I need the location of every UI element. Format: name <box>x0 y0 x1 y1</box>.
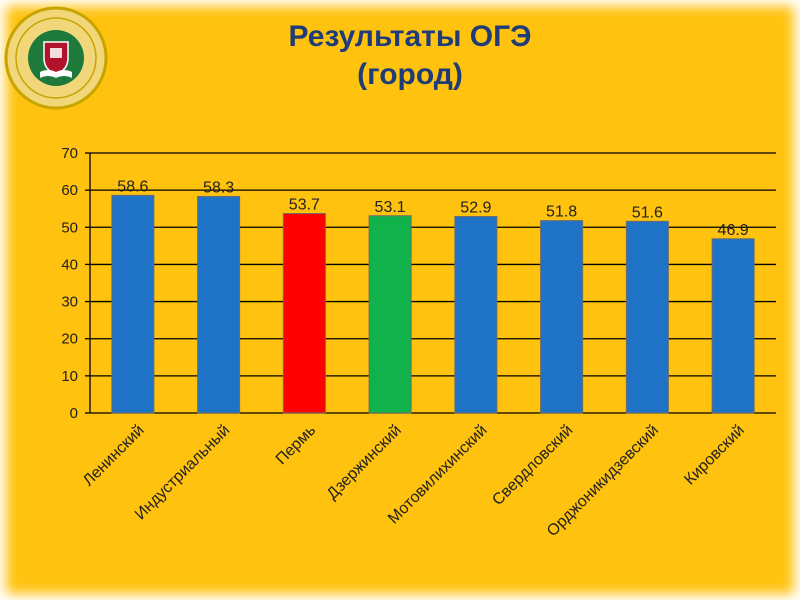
bar-6 <box>540 220 584 414</box>
data-label-1: 58.6 <box>117 178 148 195</box>
category-label-1: Ленинский <box>80 422 148 490</box>
y-tick-label: 70 <box>61 145 78 162</box>
category-label-4: Дзержинский <box>324 422 405 503</box>
y-tick-label: 40 <box>61 256 78 273</box>
page-title: Результаты ОГЭ (город) <box>250 18 570 94</box>
emblem-logo-icon <box>4 6 108 110</box>
bar-4 <box>368 215 412 414</box>
category-label-6: Свердловский <box>489 422 576 509</box>
y-tick-label: 10 <box>61 368 78 385</box>
y-tick-label: 50 <box>61 219 78 236</box>
category-label-2: Индустриальный <box>132 422 233 523</box>
data-label-8: 46.9 <box>718 222 749 239</box>
data-label-3: 53.7 <box>289 197 320 214</box>
bar-8 <box>711 238 755 414</box>
category-label-8: Кировский <box>681 422 748 489</box>
category-label-3: Пермь <box>273 422 319 468</box>
bar-1 <box>111 194 155 414</box>
data-label-4: 53.1 <box>375 199 406 216</box>
data-label-7: 51.6 <box>632 204 663 221</box>
y-tick-label: 30 <box>61 294 78 311</box>
data-label-5: 52.9 <box>460 200 491 217</box>
data-label-2: 58.3 <box>203 179 234 196</box>
page-title-line1: Результаты ОГЭ <box>288 20 532 53</box>
y-tick-label: 20 <box>61 331 78 348</box>
bar-5 <box>454 216 498 414</box>
data-label-6: 51.8 <box>546 204 577 221</box>
bar-3 <box>282 213 326 414</box>
bar-2 <box>197 195 241 414</box>
y-tick-label: 0 <box>70 405 78 422</box>
y-tick-label: 60 <box>61 182 78 199</box>
page-title-line2: (город) <box>357 58 463 91</box>
bar-7 <box>625 220 669 414</box>
